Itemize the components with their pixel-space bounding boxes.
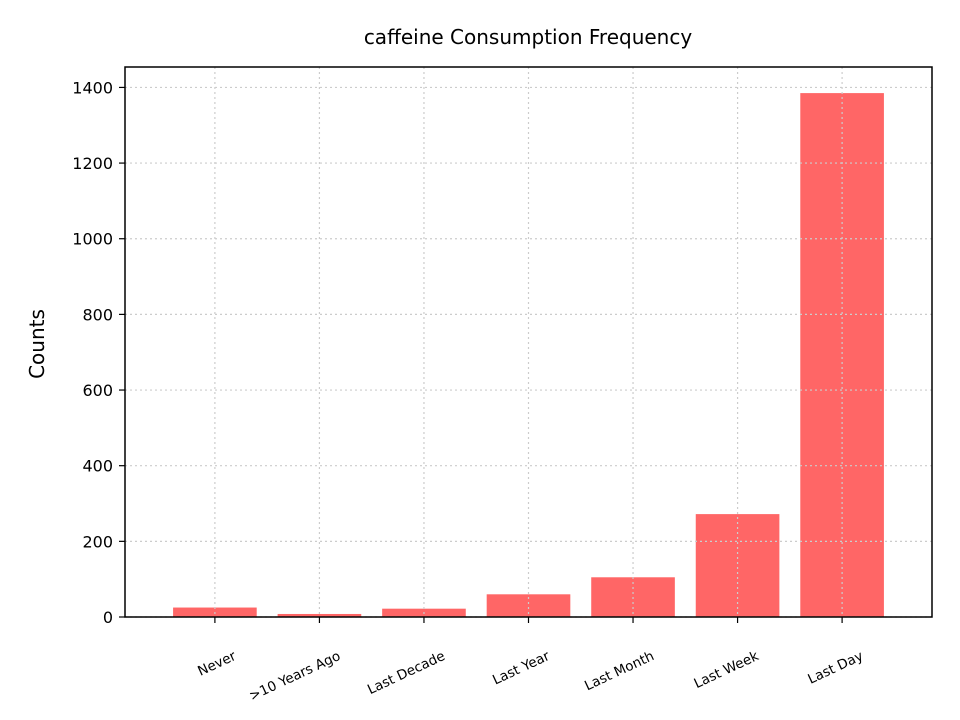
x-tick-label: Last Day [805, 648, 865, 687]
y-tick-label: 400 [82, 457, 113, 476]
bars [173, 93, 884, 618]
bar [277, 613, 362, 617]
y-tick-label: 800 [82, 305, 113, 324]
bar [800, 93, 884, 618]
bar [695, 514, 780, 617]
y-tick-label: 1200 [72, 154, 113, 173]
y-tick-label: 1400 [72, 78, 113, 97]
bar [486, 594, 571, 617]
y-tick-label: 600 [82, 381, 113, 400]
y-tick-label: 0 [103, 608, 113, 627]
y-tick-label: 1000 [72, 230, 113, 249]
x-tick-label: Last Week [692, 648, 762, 692]
y-tick-label: 200 [82, 532, 113, 551]
x-tick-label: Never [195, 648, 239, 680]
x-tick-label: Last Month [582, 648, 656, 694]
plot-frame [124, 66, 933, 618]
grid-lines [125, 67, 932, 618]
x-axis-ticks: Never >10 Years Ago Last Decade Last Year La… [195, 617, 866, 704]
x-tick-label: Last Year [490, 648, 552, 688]
y-axis-label: Counts [25, 309, 49, 379]
y-axis-ticks: 0 200 400 600 800 1000 1200 1400 [72, 78, 125, 627]
x-tick-label: >10 Years Ago [247, 648, 343, 704]
chart-title: caffeine Consumption Frequency [364, 25, 693, 49]
x-tick-label: Last Decade [365, 648, 448, 698]
